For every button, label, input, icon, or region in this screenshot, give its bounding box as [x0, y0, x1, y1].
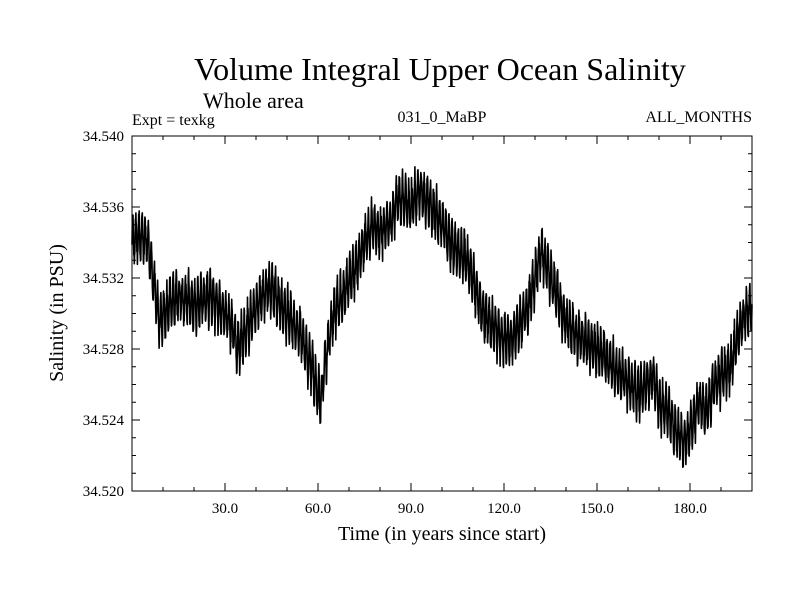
y-tick-label: 34.536	[83, 200, 125, 216]
x-tick-label: 90.0	[398, 501, 424, 517]
chart-title: Volume Integral Upper Ocean Salinity	[194, 51, 686, 87]
x-tick-label: 60.0	[305, 501, 331, 517]
y-tick-label: 34.528	[83, 342, 124, 358]
x-tick-label: 120.0	[487, 501, 521, 517]
salinity-series-line	[131, 166, 753, 469]
period-label: 031_0_MaBP	[398, 109, 487, 126]
y-tick-label: 34.524	[83, 413, 125, 429]
x-tick-label: 30.0	[212, 501, 238, 517]
y-tick-label: 34.520	[83, 484, 124, 500]
y-axis-label: Salinity (in PSU)	[46, 244, 68, 382]
x-tick-label: 150.0	[580, 501, 614, 517]
experiment-label: Expt = texkg	[132, 112, 215, 129]
y-tick-label: 34.532	[83, 271, 124, 287]
chart-subtitle: Whole area	[203, 88, 304, 113]
x-axis-label: Time (in years since start)	[338, 523, 546, 545]
x-axis: 30.0 60.0 90.0 120.0 150.0 180.0	[162, 136, 722, 517]
months-label: ALL_MONTHS	[645, 109, 752, 126]
y-tick-label: 34.540	[83, 129, 124, 145]
x-tick-label: 180.0	[673, 501, 707, 517]
